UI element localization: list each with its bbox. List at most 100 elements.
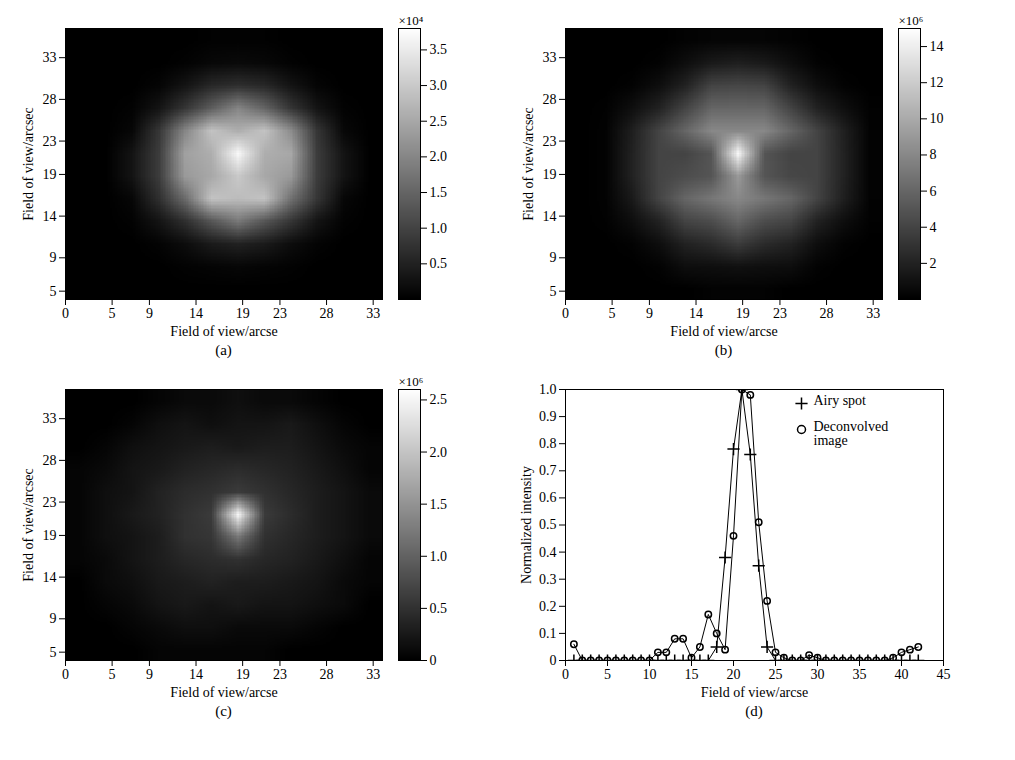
svg-text:20: 20 bbox=[727, 667, 741, 682]
svg-text:Field of view/arcsec: Field of view/arcsec bbox=[521, 107, 536, 221]
svg-text:33: 33 bbox=[543, 50, 557, 65]
svg-text:0: 0 bbox=[562, 306, 569, 321]
svg-text:0.9: 0.9 bbox=[539, 409, 557, 424]
svg-text:1.0: 1.0 bbox=[539, 382, 557, 397]
svg-text:0: 0 bbox=[62, 667, 69, 682]
svg-text:19: 19 bbox=[43, 528, 57, 543]
svg-text:0.5: 0.5 bbox=[539, 517, 557, 532]
svg-text:23: 23 bbox=[543, 134, 557, 149]
svg-text:3.0: 3.0 bbox=[430, 78, 448, 93]
svg-text:19: 19 bbox=[543, 167, 557, 182]
svg-text:0.3: 0.3 bbox=[539, 572, 557, 587]
svg-text:23: 23 bbox=[43, 495, 57, 510]
svg-text:8: 8 bbox=[930, 147, 937, 162]
svg-text:0.2: 0.2 bbox=[539, 599, 557, 614]
svg-text:0: 0 bbox=[62, 306, 69, 321]
svg-text:10: 10 bbox=[930, 111, 944, 126]
svg-text:33: 33 bbox=[366, 306, 380, 321]
svg-text:28: 28 bbox=[820, 306, 834, 321]
svg-text:14: 14 bbox=[189, 667, 203, 682]
svg-text:14: 14 bbox=[43, 570, 57, 585]
svg-text:0.5: 0.5 bbox=[430, 256, 448, 271]
svg-text:5: 5 bbox=[550, 284, 557, 299]
svg-text:12: 12 bbox=[930, 75, 944, 90]
svg-text:9: 9 bbox=[50, 250, 57, 265]
svg-text:2.5: 2.5 bbox=[430, 114, 448, 129]
svg-text:33: 33 bbox=[366, 667, 380, 682]
svg-text:25: 25 bbox=[769, 667, 783, 682]
svg-text:14: 14 bbox=[43, 209, 57, 224]
svg-text:33: 33 bbox=[866, 306, 880, 321]
svg-text:28: 28 bbox=[320, 306, 334, 321]
svg-text:28: 28 bbox=[320, 667, 334, 682]
svg-text:14: 14 bbox=[189, 306, 203, 321]
svg-text:23: 23 bbox=[273, 306, 287, 321]
svg-text:9: 9 bbox=[146, 306, 153, 321]
svg-text:35: 35 bbox=[853, 667, 867, 682]
svg-text:9: 9 bbox=[646, 306, 653, 321]
svg-text:28: 28 bbox=[43, 92, 57, 107]
svg-text:0.5: 0.5 bbox=[430, 601, 448, 616]
svg-text:40: 40 bbox=[895, 667, 909, 682]
svg-text:Field of view/arcse: Field of view/arcse bbox=[701, 685, 808, 700]
svg-text:19: 19 bbox=[236, 667, 250, 682]
svg-text:2.5: 2.5 bbox=[430, 392, 448, 407]
svg-text:2.0: 2.0 bbox=[430, 149, 448, 164]
svg-text:6: 6 bbox=[930, 184, 937, 199]
svg-text:5: 5 bbox=[50, 284, 57, 299]
svg-text:9: 9 bbox=[146, 667, 153, 682]
svg-text:4: 4 bbox=[930, 220, 937, 235]
svg-text:2: 2 bbox=[930, 256, 937, 271]
svg-text:10: 10 bbox=[643, 667, 657, 682]
svg-text:2.0: 2.0 bbox=[430, 445, 448, 460]
svg-text:5: 5 bbox=[109, 306, 116, 321]
svg-text:19: 19 bbox=[236, 306, 250, 321]
svg-text:14: 14 bbox=[930, 39, 944, 54]
svg-text:33: 33 bbox=[43, 50, 57, 65]
svg-text:Airy spot: Airy spot bbox=[814, 393, 867, 408]
svg-text:Field of view/arcse: Field of view/arcse bbox=[170, 324, 277, 339]
svg-text:0.8: 0.8 bbox=[539, 436, 557, 451]
svg-text:23: 23 bbox=[43, 134, 57, 149]
svg-text:Field of view/arcse: Field of view/arcse bbox=[670, 324, 777, 339]
svg-text:45: 45 bbox=[937, 667, 951, 682]
svg-text:28: 28 bbox=[43, 453, 57, 468]
svg-text:23: 23 bbox=[273, 667, 287, 682]
svg-text:30: 30 bbox=[811, 667, 825, 682]
svg-text:3.5: 3.5 bbox=[430, 42, 448, 57]
svg-text:Deconvolvedimage: Deconvolvedimage bbox=[814, 419, 889, 448]
svg-text:33: 33 bbox=[43, 411, 57, 426]
svg-text:Field of view/arcse: Field of view/arcse bbox=[170, 685, 277, 700]
html-text:(a): (a) bbox=[215, 342, 232, 358]
svg-text:5: 5 bbox=[609, 306, 616, 321]
svg-text:9: 9 bbox=[550, 250, 557, 265]
svg-text:28: 28 bbox=[543, 92, 557, 107]
svg-text:0: 0 bbox=[550, 653, 557, 668]
svg-text:1.0: 1.0 bbox=[430, 221, 448, 236]
svg-text:×10⁶: ×10⁶ bbox=[399, 374, 424, 389]
svg-text:0: 0 bbox=[430, 653, 437, 668]
svg-text:23: 23 bbox=[773, 306, 787, 321]
svg-text:1.0: 1.0 bbox=[430, 549, 448, 564]
svg-text:19: 19 bbox=[736, 306, 750, 321]
svg-text:14: 14 bbox=[689, 306, 703, 321]
svg-text:0.1: 0.1 bbox=[539, 626, 557, 641]
svg-text:19: 19 bbox=[43, 167, 57, 182]
svg-text:0: 0 bbox=[562, 667, 569, 682]
svg-text:Normalized intensity: Normalized intensity bbox=[519, 466, 534, 584]
svg-text:5: 5 bbox=[109, 667, 116, 682]
svg-text:1.5: 1.5 bbox=[430, 185, 448, 200]
svg-text:×10⁴: ×10⁴ bbox=[399, 13, 424, 28]
svg-text:9: 9 bbox=[50, 611, 57, 626]
svg-text:5: 5 bbox=[50, 645, 57, 660]
svg-text:0.6: 0.6 bbox=[539, 490, 557, 505]
svg-text:14: 14 bbox=[543, 209, 557, 224]
svg-text:15: 15 bbox=[685, 667, 699, 682]
svg-text:×10⁶: ×10⁶ bbox=[899, 13, 924, 28]
svg-text:1.5: 1.5 bbox=[430, 497, 448, 512]
svg-text:Field of view/arcsec: Field of view/arcsec bbox=[21, 468, 36, 582]
svg-text:0.4: 0.4 bbox=[539, 545, 557, 560]
svg-text:5: 5 bbox=[604, 667, 611, 682]
svg-text:0.7: 0.7 bbox=[539, 463, 557, 478]
svg-text:Field of view/arcsec: Field of view/arcsec bbox=[21, 107, 36, 221]
